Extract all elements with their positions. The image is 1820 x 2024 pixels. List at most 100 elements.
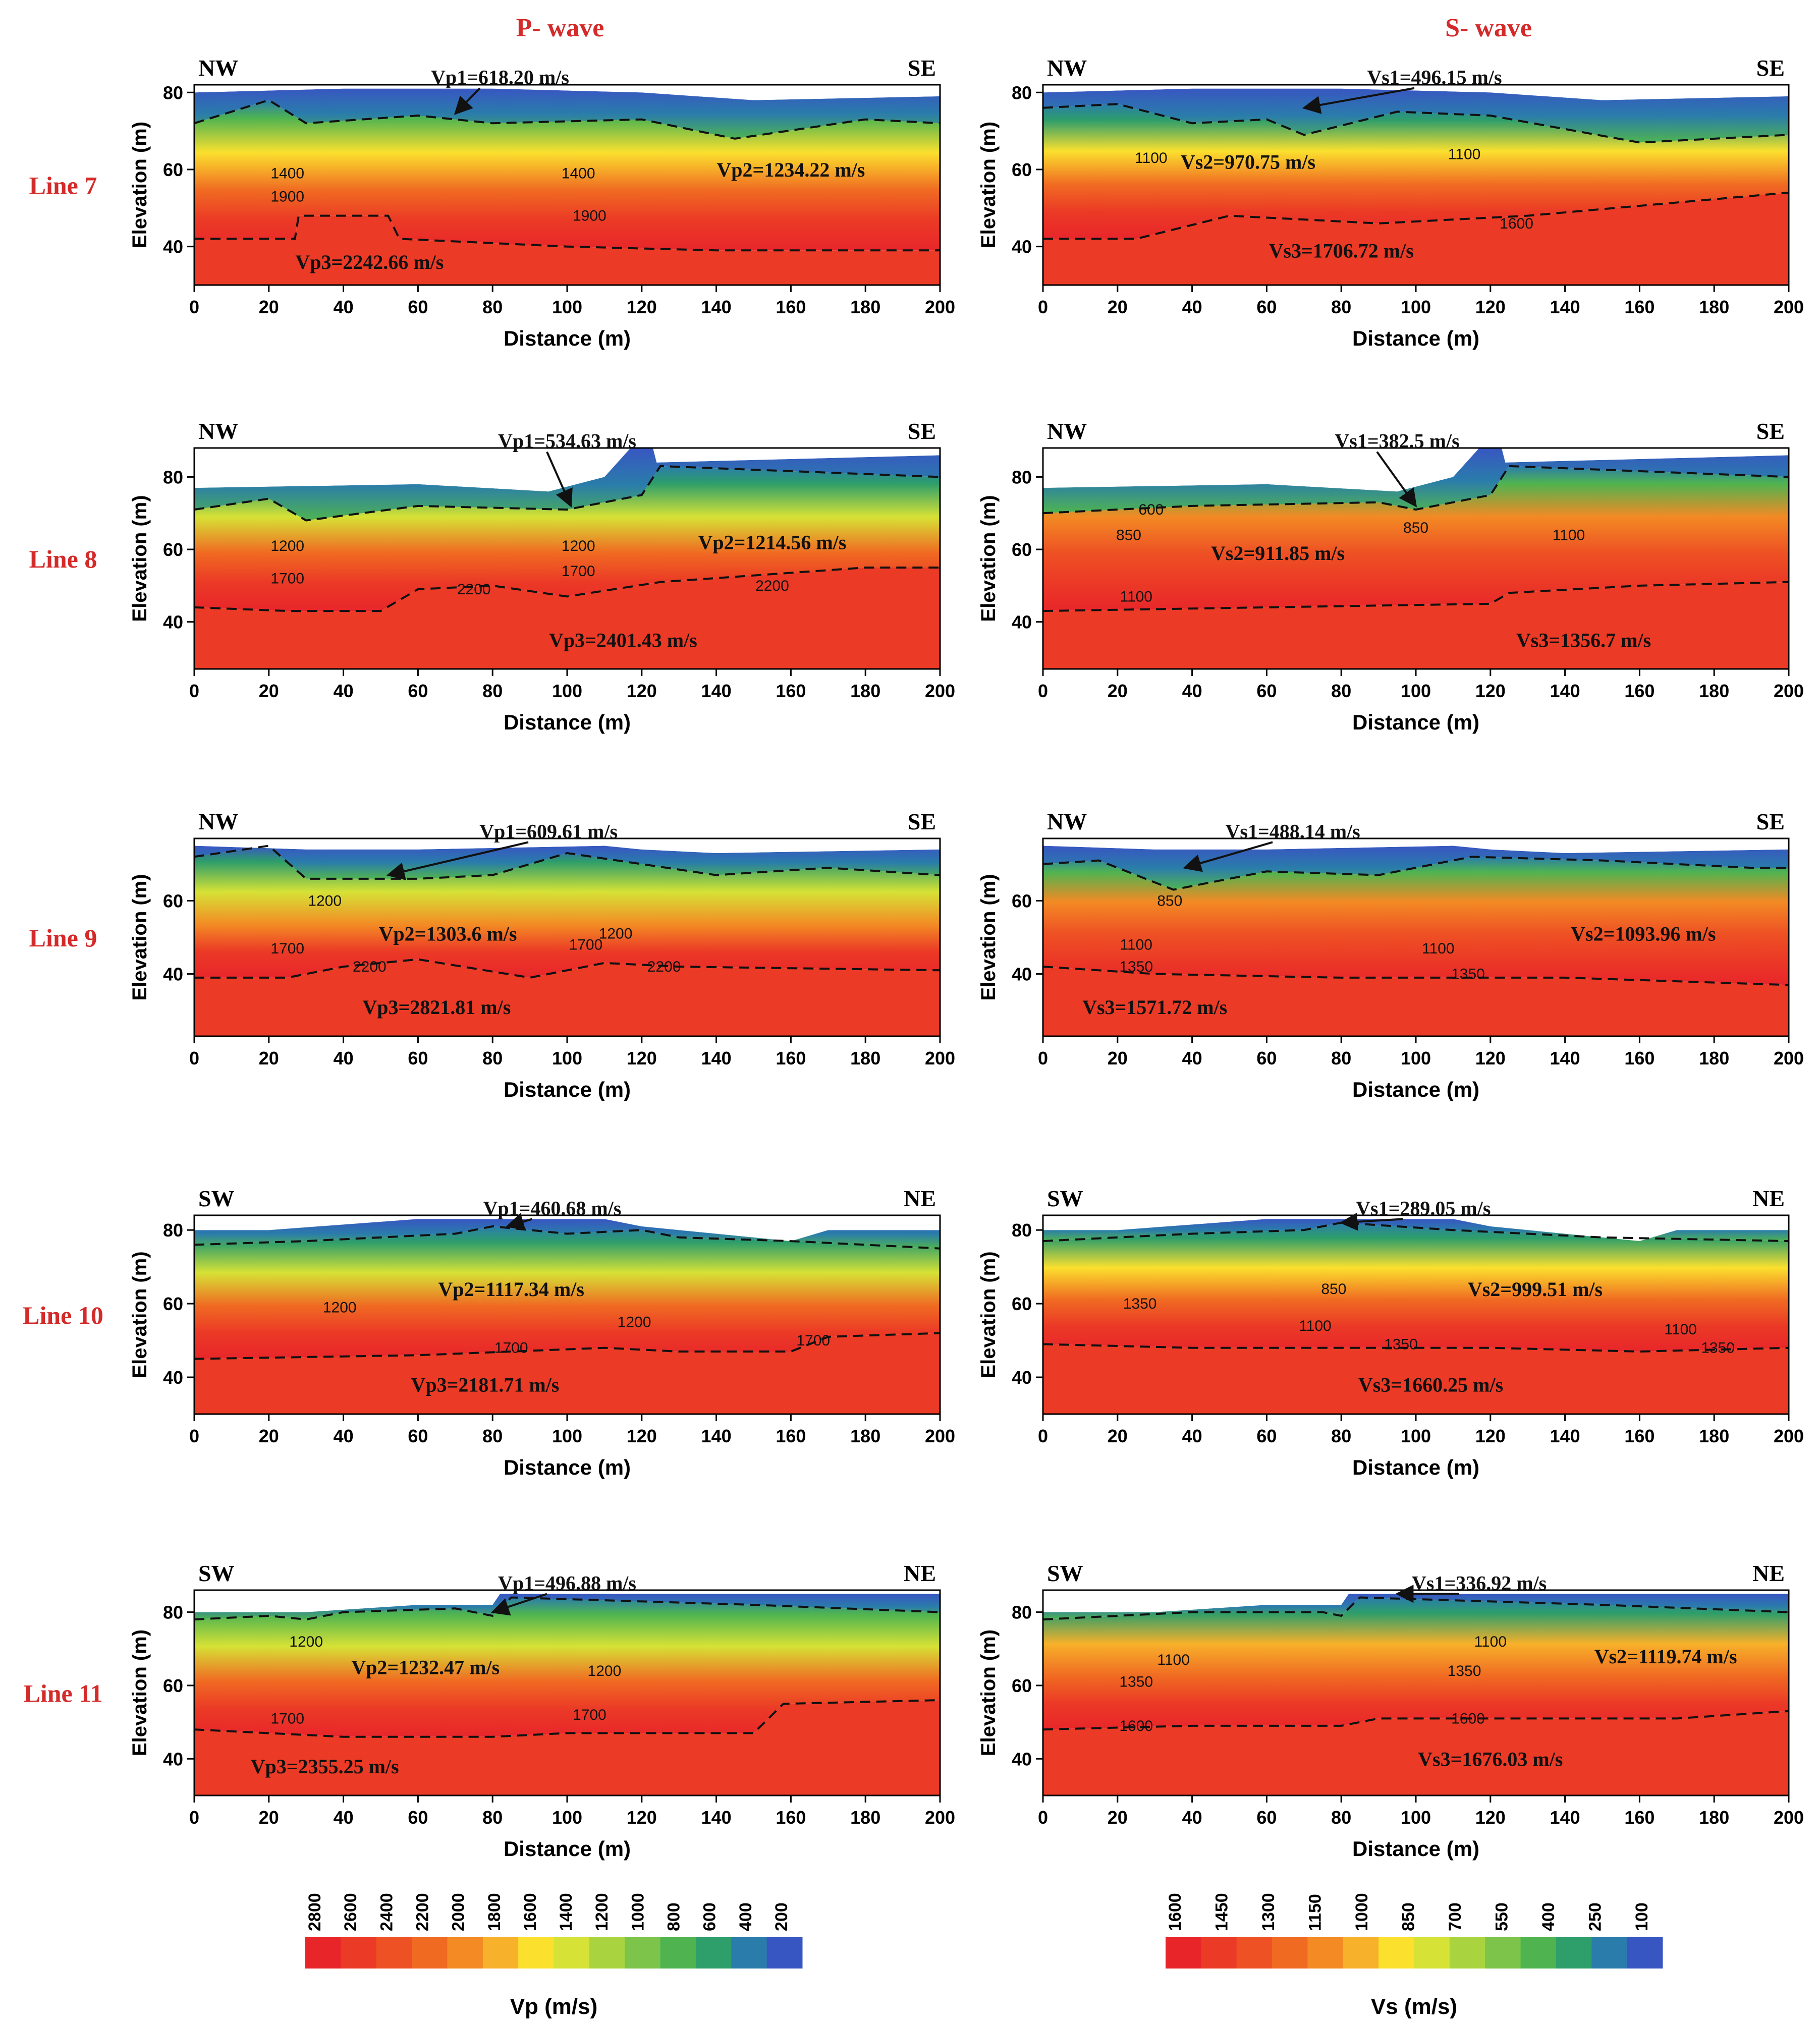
boundary-2 — [194, 958, 940, 979]
velocity-annotation: Vs1=488.14 m/s — [1226, 820, 1360, 842]
y-tick-label: 60 — [163, 159, 183, 180]
x-tick-label: 180 — [1699, 297, 1729, 317]
velocity-annotation: Vp1=496.88 m/s — [498, 1571, 636, 1594]
contour-label: 1200 — [562, 538, 595, 554]
colorbar-tick-label: 2800 — [305, 1893, 324, 1931]
contour-label: 1200 — [588, 1663, 622, 1679]
colorbar-tick-label: 1000 — [1352, 1893, 1371, 1931]
velocity-annotation: Vp2=1214.56 m/s — [698, 531, 846, 554]
y-tick-label: 40 — [163, 612, 183, 633]
x-tick-label: 200 — [1774, 297, 1804, 317]
x-tick-label: 0 — [189, 681, 199, 701]
x-tick-label: 100 — [1401, 1048, 1431, 1069]
x-tick-label: 120 — [627, 1048, 657, 1069]
x-axis-label: Distance (m) — [504, 710, 631, 734]
x-tick-label: 60 — [408, 297, 428, 317]
layer-2-fill — [1043, 1222, 1789, 1352]
layer-1-fill — [194, 448, 940, 521]
colorbar-tick-label: 250 — [1586, 1902, 1605, 1931]
contour-label: 2200 — [457, 581, 491, 598]
contour-label: 1600 — [1119, 1718, 1153, 1734]
x-tick-label: 0 — [1038, 297, 1048, 317]
contour-label: 1100 — [1135, 150, 1168, 166]
line-label: Line 11 — [24, 1679, 103, 1708]
velocity-annotation: Vs2=1119.74 m/s — [1594, 1645, 1737, 1668]
x-tick-label: 160 — [1624, 1807, 1654, 1828]
contour-label: 1700 — [270, 1710, 304, 1727]
velocity-annotation: Vs2=1093.96 m/s — [1571, 923, 1716, 945]
direction-left: SW — [1047, 1186, 1083, 1211]
x-tick-label: 200 — [1774, 1807, 1804, 1828]
velocity-annotation: Vs1=496.15 m/s — [1367, 66, 1502, 89]
colorbar-swatch — [412, 1937, 448, 1969]
y-tick-label: 60 — [163, 1675, 183, 1696]
sky — [194, 838, 940, 853]
direction-left: NW — [198, 418, 238, 444]
x-tick-label: 160 — [1624, 1426, 1654, 1446]
colorbar-tick-label: 200 — [772, 1902, 791, 1931]
colorbar-tick-label: 1600 — [1166, 1893, 1185, 1931]
colorbar-tick-label: 1150 — [1306, 1894, 1325, 1931]
contour-label: 1100 — [1422, 940, 1455, 957]
x-tick-label: 60 — [408, 1048, 428, 1069]
x-tick-label: 60 — [1256, 1807, 1277, 1828]
colorbar-label: Vs (m/s) — [1371, 1994, 1457, 2019]
sky — [1043, 1215, 1789, 1242]
layer-3-fill — [194, 568, 940, 669]
annotation-arrow — [490, 1593, 547, 1616]
panel-line-7-p: 0 20 40 60 80 100 120 140 160 180 200406080Distanc… — [29, 55, 955, 350]
contour-label: 1200 — [323, 1299, 357, 1316]
line-label: Line 10 — [23, 1301, 103, 1329]
panel-line-11-s: 0 20 40 60 80 100 120 140 160 180 200406080Distanc… — [977, 1560, 1804, 1861]
panel-line-11-p: 0 20 40 60 80 100 120 140 160 180 200406080Distanc… — [24, 1560, 956, 1861]
layer-3-fill — [194, 215, 940, 285]
sky — [1043, 448, 1789, 492]
velocity-annotation: Vs2=911.85 m/s — [1211, 542, 1345, 565]
panels: 0 20 40 60 80 100 120 140 160 180 200 40 60 80 Distanc… — [23, 55, 1804, 1861]
colorbar-tick-label: 850 — [1399, 1902, 1418, 1931]
y-tick-label: 60 — [1012, 890, 1032, 911]
x-tick-label: 80 — [1331, 1426, 1351, 1446]
x-tick-label: 80 — [482, 297, 503, 317]
y-tick-label: 80 — [1012, 82, 1032, 103]
x-axis-label: Distance (m) — [504, 1078, 631, 1101]
direction-right: NE — [904, 1186, 936, 1211]
x-tick-label: 120 — [627, 1426, 657, 1446]
colorbar-tick-label: 1800 — [485, 1893, 504, 1931]
x-tick-label: 200 — [1774, 681, 1804, 701]
layer-3-fill — [1043, 582, 1789, 669]
x-tick-label: 160 — [776, 681, 806, 701]
x-tick-label: 0 — [189, 1048, 199, 1069]
x-tick-label: 200 — [1774, 1426, 1804, 1446]
x-tick-label: 60 — [1256, 1426, 1277, 1446]
y-tick-label: 40 — [1012, 964, 1032, 985]
velocity-annotation: Vs3=1676.03 m/s — [1418, 1748, 1563, 1770]
velocity-annotation: Vp3=2181.71 m/s — [411, 1374, 559, 1396]
colorbar-swatch — [1166, 1937, 1201, 1969]
x-tick-label: 20 — [1108, 1048, 1128, 1069]
velocity-annotation: Vp2=1117.34 m/s — [438, 1278, 584, 1301]
contour-label: 1350 — [1119, 959, 1153, 975]
contour-label: 2200 — [353, 959, 387, 975]
x-tick-label: 60 — [408, 681, 428, 701]
y-tick-label: 80 — [163, 82, 183, 103]
velocity-annotation: Vp1=460.68 m/s — [483, 1197, 621, 1219]
panel-line-7-s: 0 20 40 60 80 100 120 140 160 180 200406080Distanc… — [977, 55, 1804, 350]
velocity-annotation: Vs1=289.05 m/s — [1356, 1197, 1491, 1219]
colorbars: 2800 2600 2400 2200 2000 1800 1600 1400 1200 1000… — [305, 1893, 1663, 2019]
layer-2-fill — [194, 100, 940, 251]
annotation-arrow — [1302, 87, 1415, 114]
panel-line-10-s: 0 20 40 60 80 100 120 140 160 180 200406080Distanc… — [977, 1186, 1804, 1479]
colorbar-label: Vp (m/s) — [510, 1994, 598, 2019]
x-tick-label: 0 — [1038, 1426, 1048, 1446]
velocity-annotation: Vp3=2355.25 m/s — [251, 1755, 399, 1778]
contour-label: 2200 — [647, 959, 681, 975]
direction-left: NW — [1047, 55, 1087, 81]
contour-label: 1350 — [1384, 1336, 1418, 1353]
direction-right: SE — [1756, 809, 1785, 834]
y-axis-label: Elevation (m) — [129, 122, 151, 248]
annotation-arrow — [546, 451, 573, 508]
x-tick-label: 140 — [1550, 1048, 1580, 1069]
contour-label: 1700 — [270, 570, 304, 587]
boundary-1 — [1043, 856, 1789, 891]
